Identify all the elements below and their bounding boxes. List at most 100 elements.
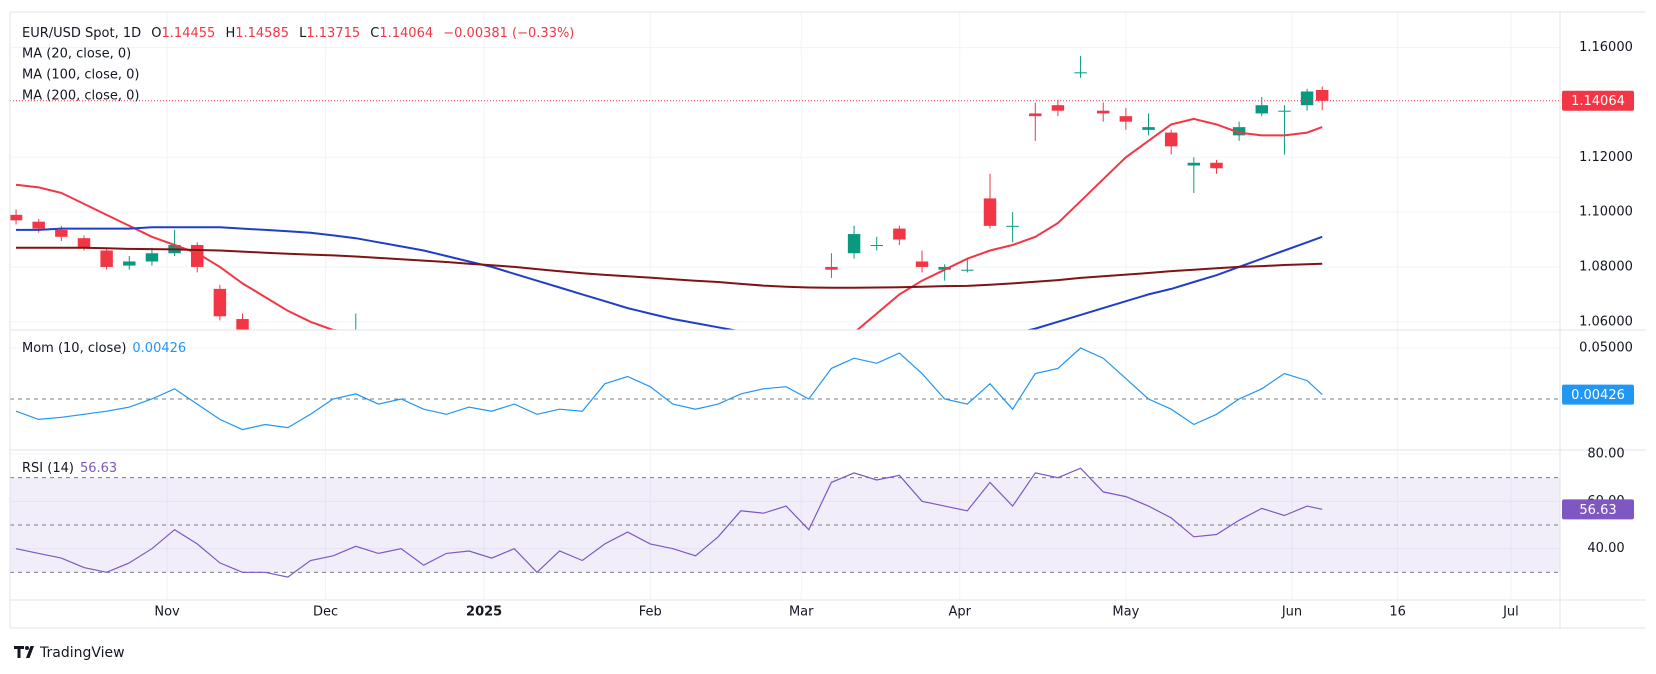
brand: TradingView — [14, 645, 125, 661]
ohlc-key: H — [225, 26, 235, 41]
legend-entry: MA (100, close, 0) — [22, 68, 139, 83]
ohlc-key: O — [151, 26, 161, 41]
ohlc-value: 1.13715 — [306, 26, 360, 41]
candle-body — [213, 288, 227, 317]
candle-body — [735, 355, 747, 358]
indicator-value: 0.00426 — [132, 341, 186, 356]
moving-average — [15, 117, 1323, 330]
candle-body — [1142, 127, 1155, 130]
candle-body — [1097, 110, 1110, 114]
labels: EUR/USD Spot, 1D O1.14455 H1.14585 L1.13… — [22, 26, 1634, 620]
price-tag — [1562, 499, 1634, 520]
x-tick-label: 16 — [1389, 605, 1406, 620]
indicator-name: RSI (14) — [22, 461, 74, 476]
symbol-title: EUR/USD Spot, 1D — [22, 26, 141, 41]
x-tick-label: Mar — [789, 605, 814, 620]
candle-body — [100, 250, 113, 267]
legend-entry: MA (200, close, 0) — [22, 89, 139, 104]
ohlc-key: C — [370, 26, 379, 41]
y-tick-label: 1.16000 — [1579, 40, 1633, 55]
candle-body — [1210, 162, 1223, 169]
candle-body — [531, 401, 543, 404]
candle-body — [77, 238, 91, 248]
candle-body — [1232, 127, 1246, 136]
candle-body — [32, 221, 45, 229]
price-tag-label: 1.14064 — [1571, 94, 1625, 109]
candle-body — [1074, 72, 1087, 74]
brand-logo — [14, 646, 34, 658]
candle-body — [418, 349, 430, 387]
candle-body — [1315, 89, 1329, 101]
x-tick-label: Nov — [154, 605, 180, 620]
candle-body — [915, 261, 929, 267]
candle-body — [893, 228, 906, 240]
candle-body — [1300, 91, 1314, 106]
candle-body — [757, 349, 769, 368]
indicator-line — [15, 467, 1323, 578]
momentum-pane — [10, 347, 1560, 431]
x-tick-label: Feb — [639, 605, 662, 620]
ohlc-value: 1.14585 — [235, 26, 289, 41]
candle-body — [1278, 110, 1291, 112]
y-tick-label: 40.00 — [1587, 541, 1624, 556]
x-tick-label: Apr — [949, 605, 972, 620]
candle-body — [961, 269, 974, 271]
moving-average — [16, 226, 1323, 330]
candle-body — [825, 266, 838, 270]
candle-body — [689, 382, 701, 396]
price-tag-label: 56.63 — [1579, 503, 1616, 518]
candle-body — [259, 338, 271, 341]
x-tick-label: Jul — [1502, 605, 1519, 620]
candle-body — [282, 352, 294, 355]
candle-body — [667, 388, 679, 393]
legend-entry: MA (20, close, 0) — [22, 47, 131, 62]
candle-body — [1051, 105, 1065, 111]
candle-body — [1006, 225, 1019, 227]
x-tick-label: Jun — [1281, 605, 1302, 620]
x-tick-label: Dec — [313, 605, 338, 620]
candle-body — [599, 371, 611, 374]
ohlc-value: 1.14064 — [379, 26, 433, 41]
indicator-value: 56.63 — [80, 461, 117, 476]
candle-body — [55, 229, 68, 237]
candle-body — [938, 266, 951, 270]
header: EUR/USD Spot, 1D O1.14455 H1.14585 L1.13… — [22, 26, 574, 41]
grid — [10, 12, 1560, 600]
y-tick-label: 80.00 — [1587, 447, 1624, 462]
candle-body — [870, 245, 883, 247]
candle-body — [621, 352, 633, 360]
y-tick-label: 1.10000 — [1579, 205, 1633, 220]
candle-body — [1164, 132, 1178, 147]
y-tick-label: 1.08000 — [1579, 259, 1633, 274]
price-tag — [1562, 384, 1634, 405]
candle-body — [440, 374, 452, 377]
candle-body — [327, 344, 339, 347]
candle-body — [123, 261, 136, 266]
legend-entry: RSI (14) 56.63 — [22, 461, 117, 476]
candle-body — [463, 371, 475, 376]
candle-body — [236, 319, 249, 330]
candle-body — [712, 382, 724, 387]
candle-body — [1029, 113, 1042, 117]
candle-body — [145, 253, 159, 262]
x-tick-label: May — [1112, 605, 1139, 620]
candle-body — [1187, 162, 1201, 166]
rsi-pane — [10, 467, 1560, 578]
y-tick-label: 1.12000 — [1579, 150, 1633, 165]
candle-body — [847, 234, 861, 254]
ohlc-key: L — [299, 26, 307, 41]
y-tick-label: 0.05000 — [1579, 340, 1633, 355]
candle-body — [983, 198, 997, 226]
brand-name: TradingView — [39, 645, 125, 661]
candle-body — [350, 333, 362, 334]
candle-body — [508, 379, 520, 401]
candle-body — [1119, 116, 1133, 122]
candle-body — [10, 214, 23, 221]
moving-average — [16, 246, 1323, 289]
candle-body — [304, 335, 316, 343]
brand-logo — [25, 646, 29, 650]
indicator-name: Mom (10, close) — [22, 341, 126, 356]
price-tag-label: 0.00426 — [1571, 388, 1625, 403]
ohlc-value: 1.14455 — [162, 26, 216, 41]
